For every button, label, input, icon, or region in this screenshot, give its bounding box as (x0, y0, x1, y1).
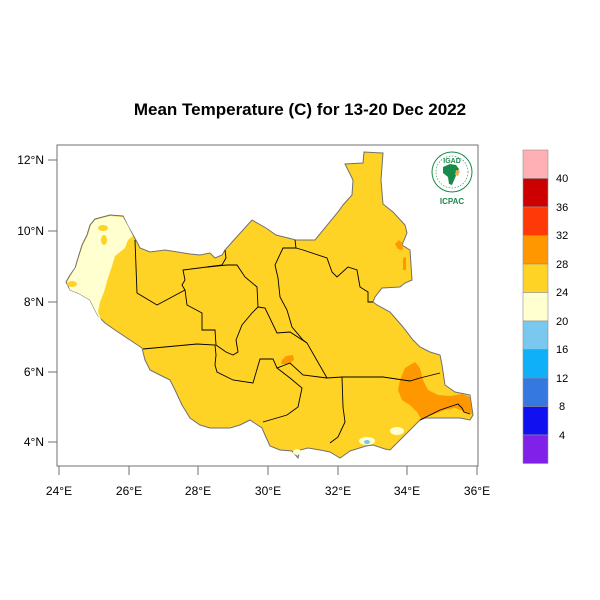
region-20-24-west (67, 216, 133, 322)
y-tick-label: 4°N (24, 435, 44, 449)
patch-24-28 (67, 281, 77, 287)
temperature-field (65, 151, 474, 460)
y-tick-label: 10°N (17, 224, 44, 238)
region-16-20-spot (364, 440, 370, 444)
colorbar-label: 20 (556, 316, 568, 328)
region-20-24-south (390, 427, 404, 435)
border-line (134, 239, 186, 306)
border-line (257, 306, 308, 344)
region-28-32-southeast (398, 362, 472, 419)
region-20-24-south (293, 449, 301, 455)
y-tick-label: 8°N (24, 295, 44, 309)
border-line (262, 367, 303, 423)
x-tick-label: 30°E (255, 484, 281, 498)
x-tick-label: 28°E (185, 484, 211, 498)
region-28-32-upper-nile (395, 240, 403, 250)
colorbar-label: 32 (556, 230, 568, 242)
colorbar-label: 24 (556, 287, 568, 299)
border-line (419, 403, 471, 421)
x-tick-label: 32°E (325, 484, 351, 498)
border-line (142, 343, 441, 384)
africa-icon (443, 164, 459, 185)
logo-top-text: IGAD (443, 158, 461, 165)
patch-24-28 (98, 225, 108, 231)
colorbar-label: 12 (556, 373, 568, 385)
chart-title: Mean Temperature (C) for 13-20 Dec 2022 (133, 100, 467, 119)
colorbar (522, 149, 549, 464)
border-line (206, 264, 259, 308)
border-line (329, 376, 346, 444)
colorbar-label: 28 (556, 259, 568, 271)
border-line (215, 306, 259, 356)
y-tick-label: 6°N (24, 365, 44, 379)
x-tick-label: 26°E (116, 484, 142, 498)
colorbar-label: 40 (556, 173, 568, 185)
x-axis (58, 466, 478, 475)
region-28-32-lakes (281, 355, 294, 364)
patch-24-28 (101, 235, 107, 245)
colorbar-label: 36 (556, 202, 568, 214)
logo-bottom-text: ICPAC (440, 197, 465, 206)
region-28-32-upper-nile (403, 257, 406, 270)
colorbar-label: 4 (559, 430, 565, 442)
y-axis (48, 159, 57, 443)
colorbar-label: 8 (559, 401, 565, 413)
colorbar-label: 16 (556, 344, 568, 356)
x-tick-label: 34°E (394, 484, 420, 498)
y-tick-label: 12°N (17, 153, 44, 167)
country-fill (65, 151, 474, 460)
state-borders (134, 239, 471, 444)
igad-region-icon (455, 170, 460, 176)
x-tick-label: 36°E (464, 484, 490, 498)
igad-icpac-logo: IGAD ICPAC (431, 151, 473, 206)
x-tick-label: 24°E (46, 484, 72, 498)
border-line (181, 249, 227, 346)
border-line (295, 247, 373, 303)
